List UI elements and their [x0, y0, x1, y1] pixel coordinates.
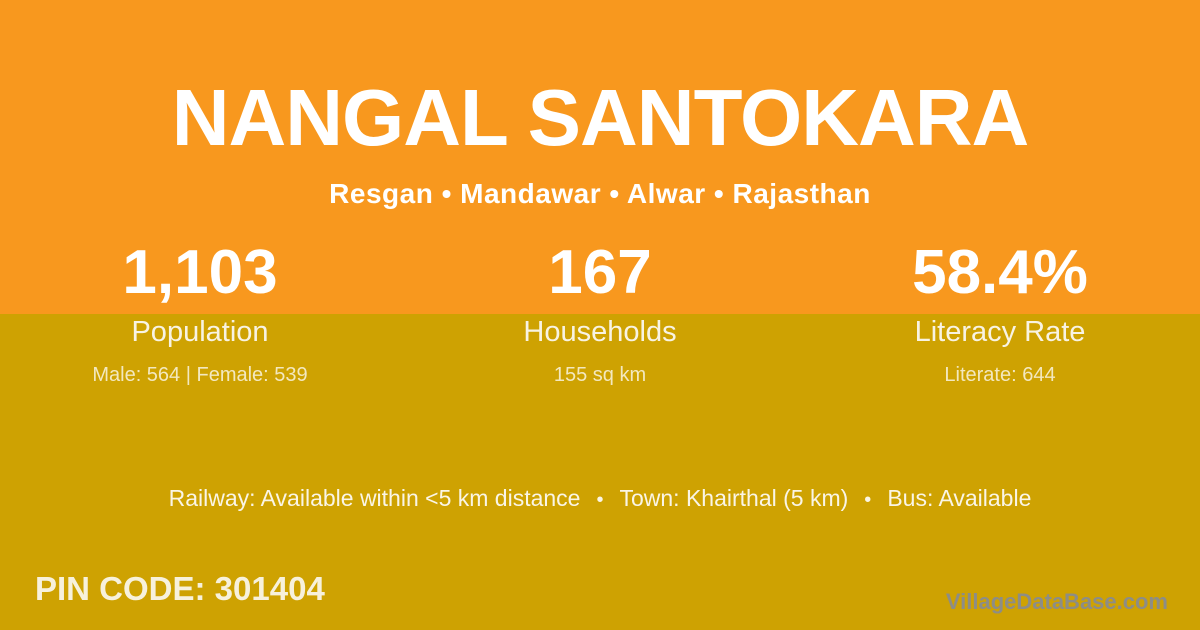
- stat-households: 167 Households 155 sq km: [400, 242, 800, 386]
- site-watermark: VillageDataBase.com: [945, 589, 1168, 614]
- stat-literacy: 58.4% Literacy Rate Literate: 644: [800, 242, 1200, 386]
- stat-population: 1,103 Population Male: 564 | Female: 539: [0, 242, 400, 386]
- town-info: Town: Khairthal (5 km): [619, 485, 849, 511]
- pin-code-label: PIN CODE: 301404: [35, 570, 325, 607]
- population-label: Population: [131, 316, 269, 348]
- population-detail: Male: 564 | Female: 539: [92, 363, 308, 386]
- bullet-separator: •: [596, 489, 604, 511]
- stats-row: 1,103 Population Male: 564 | Female: 539…: [0, 242, 1200, 386]
- households-value: 167: [548, 238, 652, 307]
- village-name-title: NANGAL SANTOKARA: [171, 73, 1030, 162]
- households-label: Households: [523, 316, 677, 348]
- amenities-bar: Railway: Available within <5 km distance…: [0, 485, 1200, 513]
- location-breadcrumb: Resgan • Mandawar • Alwar • Rajasthan: [329, 178, 871, 209]
- bullet-separator: •: [864, 489, 872, 511]
- population-value: 1,103: [122, 238, 278, 307]
- railway-info: Railway: Available within <5 km distance: [168, 485, 581, 511]
- header-background: [0, 0, 1200, 314]
- households-detail: 155 sq km: [553, 363, 647, 386]
- bus-info: Bus: Available: [887, 485, 1032, 511]
- literacy-label: Literacy Rate: [914, 316, 1086, 348]
- literacy-detail: Literate: 644: [944, 363, 1056, 386]
- literacy-value: 58.4%: [912, 238, 1088, 307]
